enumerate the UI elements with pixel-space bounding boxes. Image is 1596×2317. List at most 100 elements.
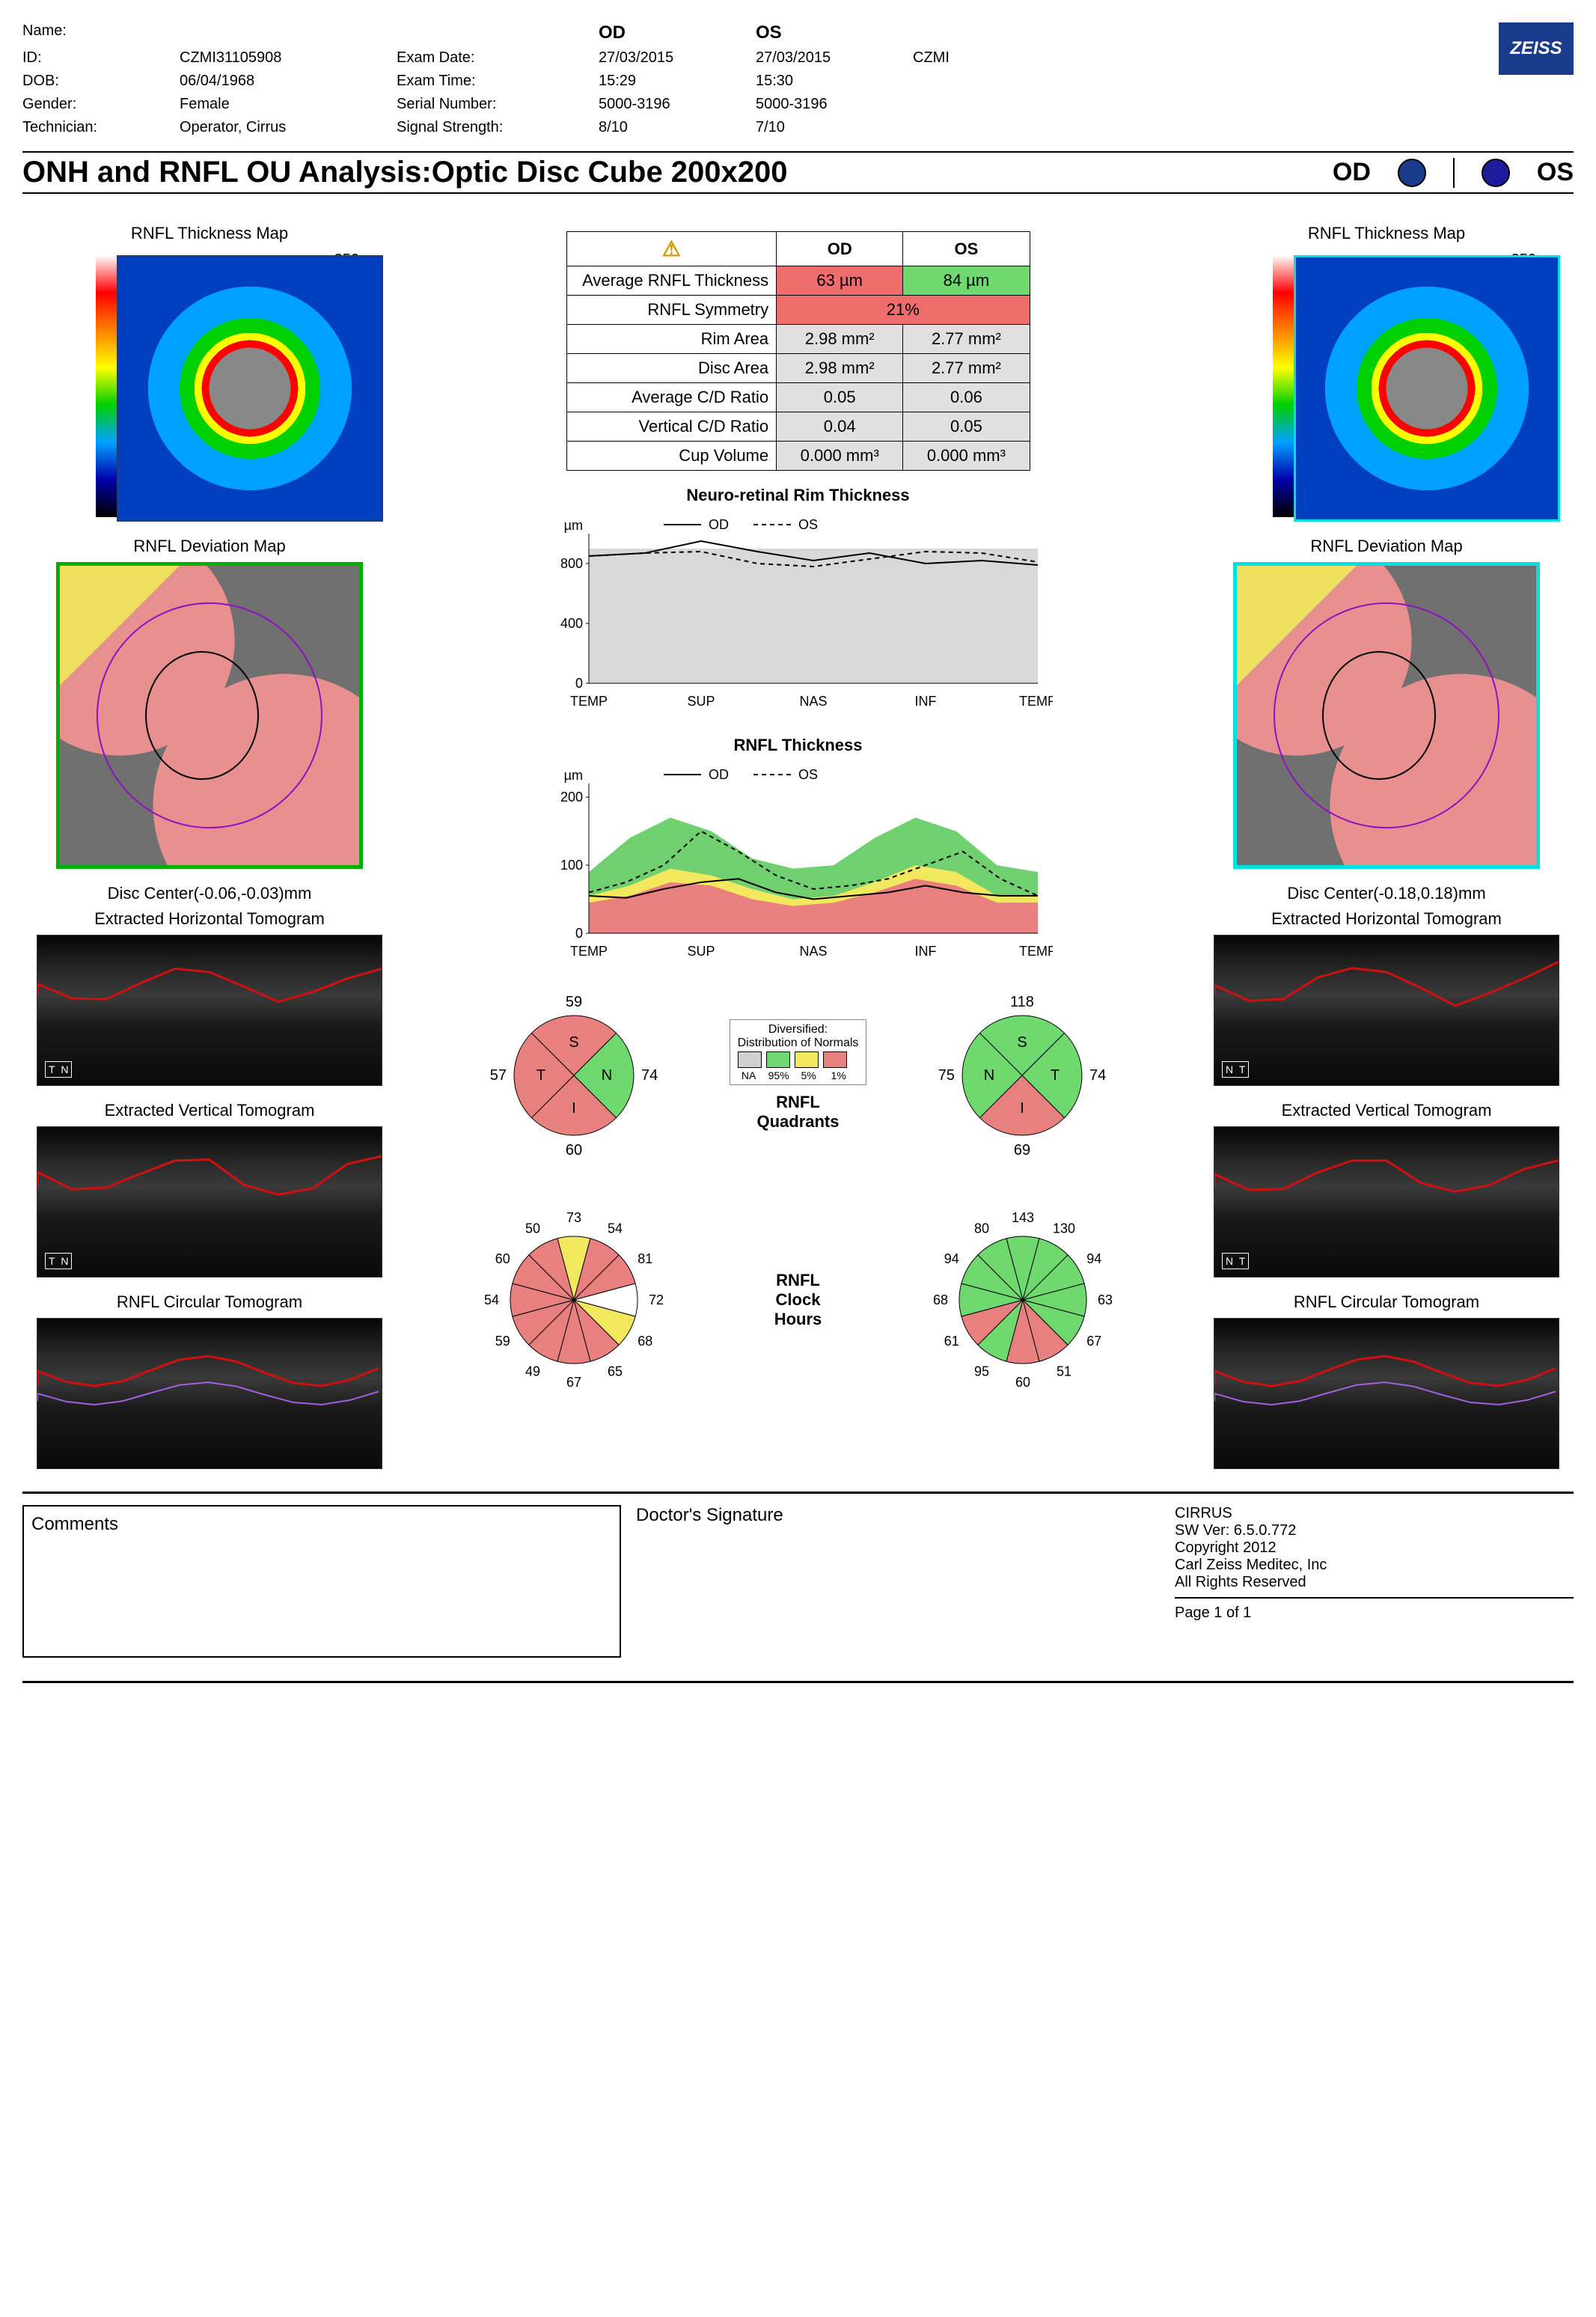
os-thickness-map	[1294, 255, 1560, 522]
od-horizontal-tomogram: T N	[37, 935, 382, 1086]
os-quadrant-pie: S T I N118746975	[910, 978, 1134, 1173]
exam-site: CZMI	[913, 49, 1063, 67]
svg-text:80: 80	[973, 1221, 988, 1236]
svg-text:63: 63	[1097, 1292, 1112, 1307]
neuro-rim-chart: 0400800µmTEMPSUPNASINFTEMPODOS	[544, 511, 1053, 721]
footer-rights: All Rights Reserved	[1175, 1574, 1574, 1591]
svg-text:T: T	[536, 1067, 545, 1084]
od-header: OD	[599, 22, 748, 43]
svg-text:OD: OD	[709, 767, 729, 782]
svg-text:SUP: SUP	[687, 944, 715, 959]
ss-label: Signal Strength:	[397, 119, 591, 136]
svg-text:60: 60	[1015, 1375, 1030, 1390]
footer-company: Carl Zeiss Meditec, Inc	[1175, 1557, 1574, 1574]
od-thickness-map	[117, 255, 383, 522]
svg-text:I: I	[572, 1100, 576, 1117]
dob-label: DOB:	[22, 73, 172, 90]
exam-time-os: 15:30	[756, 73, 905, 90]
dob-value: 06/04/1968	[180, 73, 389, 90]
svg-text:TEMP: TEMP	[569, 944, 607, 959]
os-circ-tomo-title: RNFL Circular Tomogram	[1294, 1292, 1479, 1312]
os-disc-center: Disc Center(-0.18,0.18)mm	[1287, 884, 1485, 903]
os-deviation-map	[1233, 562, 1540, 869]
footer-info: CIRRUS SW Ver: 6.5.0.772 Copyright 2012 …	[1175, 1505, 1574, 1670]
rnfl-thickness-chart: 0100200µmTEMPSUPNASINFTEMPODOS	[544, 761, 1053, 971]
svg-text:OS: OS	[798, 517, 818, 532]
os-thickness-map-title: RNFL Thickness Map	[1308, 224, 1465, 243]
svg-text:INF: INF	[914, 944, 936, 959]
svg-text:TEMP: TEMP	[1018, 694, 1052, 709]
svg-text:T: T	[1051, 1067, 1060, 1084]
footer-sw-ver: SW Ver: 6.5.0.772	[1175, 1522, 1574, 1539]
serial-label: Serial Number:	[397, 96, 591, 113]
patient-exam-header: Name: OD OS ID: CZMI31105908 Exam Date: …	[22, 22, 1574, 136]
svg-text:400: 400	[560, 616, 582, 631]
svg-text:75: 75	[938, 1067, 955, 1084]
od-colorbar	[96, 255, 117, 517]
svg-text:67: 67	[566, 1375, 581, 1390]
od-clock-hours-pie: 735481726865674959546050	[462, 1188, 686, 1412]
stats-table: ⚠ODOSAverage RNFL Thickness63 µm84 µmRNF…	[566, 231, 1030, 471]
svg-text:S: S	[569, 1034, 578, 1051]
os-vt-tomo-title: Extracted Vertical Tomogram	[1282, 1101, 1492, 1120]
report-title-row: ONH and RNFL OU Analysis:Optic Disc Cube…	[22, 153, 1574, 194]
zeiss-logo: ZEISS	[1499, 22, 1574, 75]
od-disc-center: Disc Center(-0.06,-0.03)mm	[108, 884, 312, 903]
svg-text:TEMP: TEMP	[1018, 944, 1052, 959]
svg-text:N: N	[984, 1067, 994, 1084]
od-column: RNFL Thickness Map 350 175 0 µm RNFL Dev…	[22, 209, 397, 1469]
od-deviation-map	[56, 562, 363, 869]
indicator-separator	[1453, 158, 1455, 188]
center-column: ⚠ODOSAverage RNFL Thickness63 µm84 µmRNF…	[412, 209, 1184, 1469]
svg-text:S: S	[1018, 1034, 1027, 1051]
serial-od: 5000-3196	[599, 96, 748, 113]
rnfl-thick-title: RNFL Thickness	[734, 736, 863, 755]
od-hz-tomo-title: Extracted Horizontal Tomogram	[94, 909, 325, 929]
svg-text:60: 60	[495, 1251, 510, 1266]
tech-value: Operator, Cirrus	[180, 119, 389, 136]
os-horizontal-tomogram: N T	[1214, 935, 1559, 1086]
clock-hours-label: RNFL Clock Hours	[746, 1271, 851, 1329]
exam-time-label: Exam Time:	[397, 73, 591, 90]
svg-text:OS: OS	[798, 767, 818, 782]
os-column: RNFL Thickness Map 350 175 0 µm RNFL Dev…	[1199, 209, 1574, 1469]
doctor-signature: Doctor's Signature	[636, 1505, 1160, 1670]
svg-text:67: 67	[1086, 1334, 1101, 1349]
svg-text:143: 143	[1011, 1210, 1033, 1225]
os-circular-tomogram	[1214, 1318, 1559, 1469]
tech-label: Technician:	[22, 119, 172, 136]
os-colorbar	[1273, 255, 1294, 517]
exam-date-os: 27/03/2015	[756, 49, 905, 67]
od-thickness-map-title: RNFL Thickness Map	[131, 224, 288, 243]
svg-text:49: 49	[525, 1364, 539, 1379]
comments-box: Comments	[22, 1505, 621, 1658]
exam-time-od: 15:29	[599, 73, 748, 90]
svg-text:81: 81	[638, 1251, 652, 1266]
footer-copyright: Copyright 2012	[1175, 1539, 1574, 1557]
footer-row: Comments Doctor's Signature CIRRUS SW Ve…	[22, 1492, 1574, 1683]
svg-text:INF: INF	[914, 694, 936, 709]
svg-text:50: 50	[525, 1221, 539, 1236]
svg-text:130: 130	[1052, 1221, 1074, 1236]
os-hz-tomo-title: Extracted Horizontal Tomogram	[1271, 909, 1502, 929]
svg-text:N: N	[601, 1067, 611, 1084]
ss-os: 7/10	[756, 119, 905, 136]
os-indicator-circle	[1482, 159, 1510, 187]
svg-text:µm: µm	[563, 518, 582, 533]
svg-text:µm: µm	[563, 768, 582, 783]
svg-text:73: 73	[566, 1210, 581, 1225]
svg-text:NAS: NAS	[799, 944, 827, 959]
svg-text:0: 0	[575, 926, 582, 941]
svg-text:51: 51	[1056, 1364, 1071, 1379]
neuro-rim-title: Neuro-retinal Rim Thickness	[686, 486, 909, 505]
os-indicator-label: OS	[1537, 158, 1574, 187]
svg-text:54: 54	[607, 1221, 622, 1236]
svg-text:59: 59	[565, 994, 581, 1010]
svg-text:SUP: SUP	[687, 694, 715, 709]
svg-text:I: I	[1021, 1100, 1025, 1117]
svg-text:60: 60	[565, 1142, 581, 1158]
svg-text:72: 72	[648, 1292, 663, 1307]
os-vertical-tomogram: N T	[1214, 1126, 1559, 1277]
svg-text:57: 57	[489, 1067, 506, 1084]
svg-text:74: 74	[641, 1067, 658, 1084]
